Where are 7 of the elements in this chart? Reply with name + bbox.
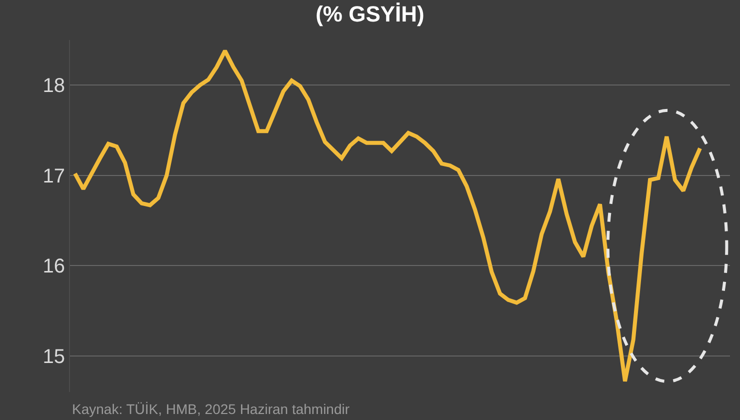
y-tick-label: 15: [42, 346, 65, 368]
text: Kaynak: TÜİK, HMB, 2025 Haziran tahmindir: [72, 401, 350, 417]
chart-title: (% GSYİH): [316, 2, 424, 27]
y-tick-label: 17: [42, 165, 65, 188]
y-tick-label: 16: [42, 256, 65, 278]
line-series: [73, 48, 702, 384]
y-tick-label: 18: [42, 75, 65, 98]
